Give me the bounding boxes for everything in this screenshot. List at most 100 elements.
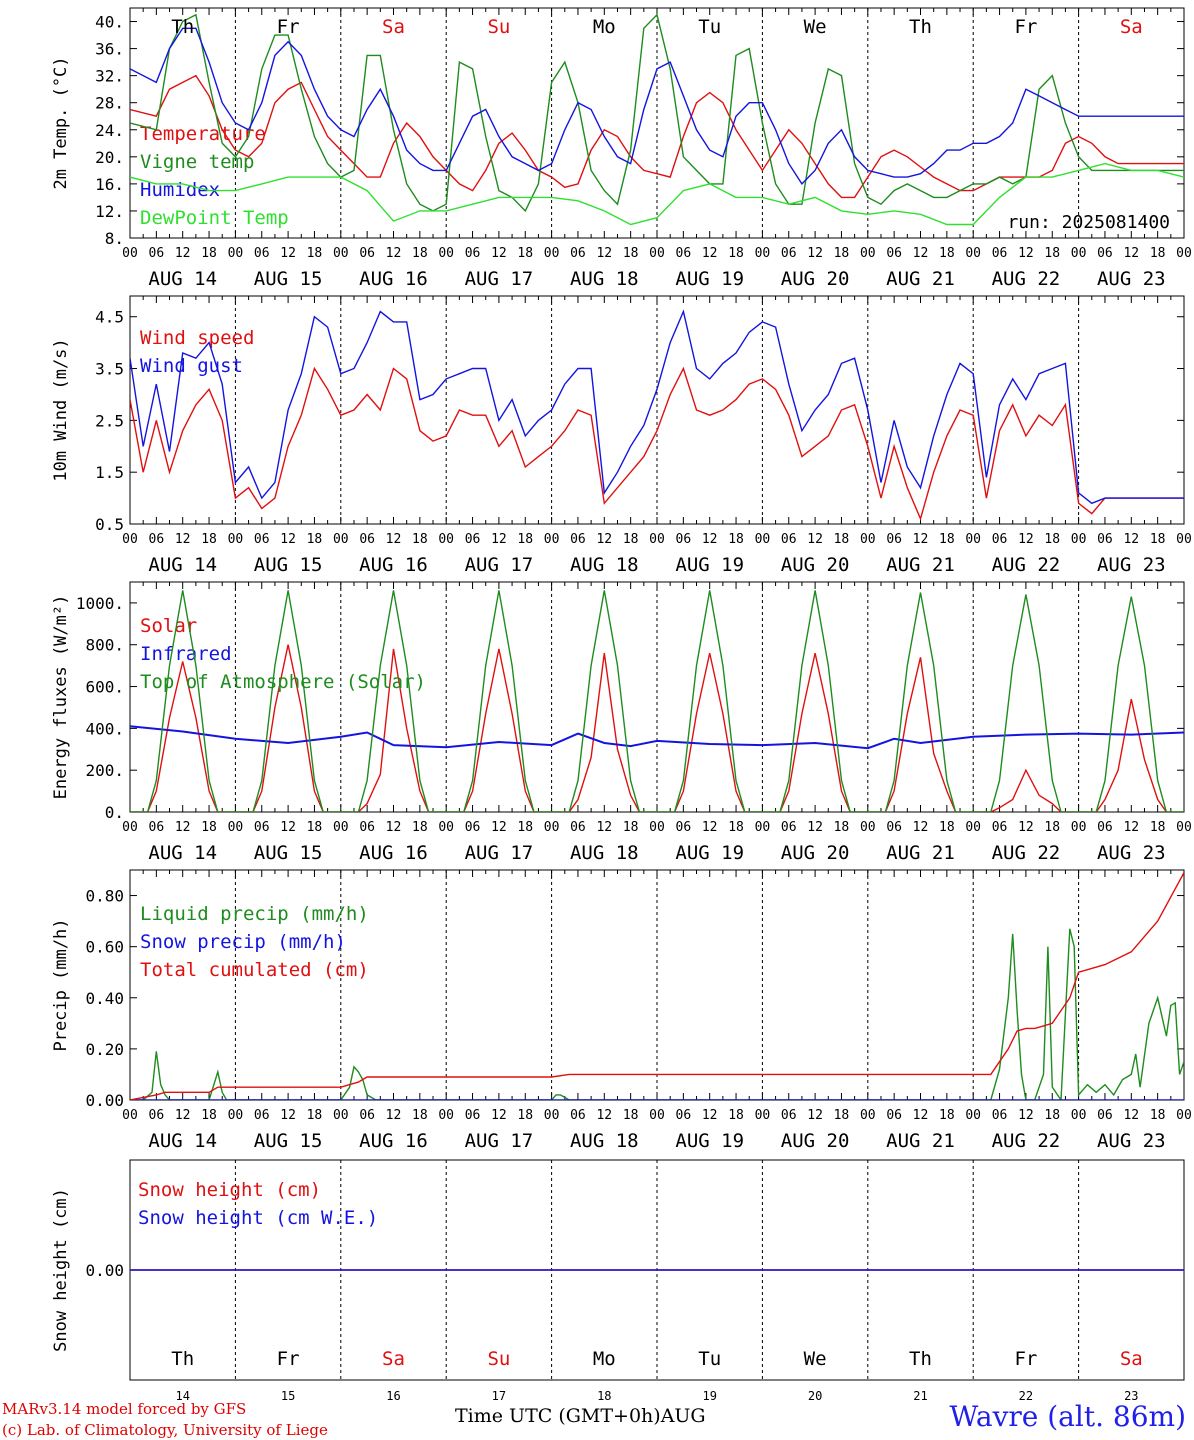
hour-label: 00 [1071, 820, 1087, 835]
hour-label: 12 [913, 532, 929, 547]
day-abbr-label: Tu [698, 1348, 721, 1370]
series-line-temperature [130, 74, 1184, 199]
date-label: AUG 23 [1097, 1130, 1166, 1152]
hour-label: 00 [438, 1108, 454, 1123]
day-number-label: 20 [808, 1389, 822, 1403]
hour-label: 18 [728, 246, 744, 261]
date-label: AUG 16 [359, 268, 428, 290]
date-label: AUG 14 [148, 554, 217, 576]
hour-label: 12 [596, 246, 612, 261]
date-label: AUG 21 [886, 842, 955, 864]
hour-label: 06 [570, 820, 586, 835]
day-abbr-label: Sa [1120, 1348, 1143, 1370]
hour-label: 12 [491, 1108, 507, 1123]
y-tick-label: 24. [95, 121, 124, 140]
y-axis-title: Precip (mm/h) [51, 918, 71, 1051]
hour-label: 00 [755, 246, 771, 261]
date-label: AUG 22 [992, 554, 1061, 576]
day-number-label: 16 [386, 1389, 400, 1403]
hour-label: 18 [728, 532, 744, 547]
day-number-label: 19 [702, 1389, 716, 1403]
y-tick-label: 1000. [76, 594, 124, 613]
date-label: AUG 19 [675, 1130, 744, 1152]
hour-label: 00 [755, 820, 771, 835]
hour-label: 12 [491, 532, 507, 547]
date-label: AUG 20 [781, 842, 850, 864]
hour-label: 00 [1176, 1108, 1192, 1123]
hour-label: 06 [359, 820, 375, 835]
hour-label: 12 [702, 532, 718, 547]
legend-entry: Wind speed [140, 327, 254, 349]
hour-label: 18 [623, 820, 639, 835]
hour-label: 18 [517, 246, 533, 261]
hour-label: 12 [1018, 246, 1034, 261]
y-tick-label: 0.00 [85, 1261, 124, 1280]
date-label: AUG 18 [570, 554, 639, 576]
y-tick-label: 40. [95, 13, 124, 32]
date-label: AUG 19 [675, 554, 744, 576]
hour-label: 12 [702, 246, 718, 261]
hour-label: 06 [781, 532, 797, 547]
hour-label: 06 [992, 820, 1008, 835]
hour-label: 00 [1071, 532, 1087, 547]
hour-label: 12 [596, 820, 612, 835]
hour-label: 06 [570, 246, 586, 261]
day-abbr-label: Sa [1120, 16, 1143, 38]
hour-label: 12 [386, 820, 402, 835]
hour-label: 00 [544, 246, 560, 261]
hour-label: 00 [122, 1108, 138, 1123]
legend-entry: Liquid precip (mm/h) [140, 903, 369, 925]
hour-label: 06 [676, 820, 692, 835]
series-line-humidex [130, 27, 1184, 186]
hour-label: 06 [465, 532, 481, 547]
hour-label: 12 [280, 532, 296, 547]
y-axis-title: 2m Temp. (°C) [51, 56, 71, 189]
hour-label: 00 [544, 820, 560, 835]
hour-label: 06 [359, 1108, 375, 1123]
day-abbr-label: Sa [382, 1348, 405, 1370]
model-credit: MARv3.14 model forced by GFS [2, 1400, 247, 1418]
date-label: AUG 23 [1097, 842, 1166, 864]
time-axis-label: Time UTC (GMT+0h)AUG [455, 1405, 706, 1427]
hour-label: 06 [149, 1108, 165, 1123]
run-label: run: 2025081400 [1007, 212, 1170, 233]
y-tick-label: 800. [85, 636, 124, 655]
date-label: AUG 22 [992, 842, 1061, 864]
series-line-solar [130, 644, 1184, 812]
day-number-label: 21 [913, 1389, 927, 1403]
hour-label: 12 [175, 532, 191, 547]
hour-label: 06 [359, 532, 375, 547]
day-number-label: 17 [492, 1389, 506, 1403]
hour-label: 00 [333, 532, 349, 547]
date-label: AUG 16 [359, 842, 428, 864]
hour-label: 18 [728, 1108, 744, 1123]
hour-label: 18 [1150, 820, 1166, 835]
hour-label: 12 [1018, 1108, 1034, 1123]
hour-label: 18 [201, 820, 217, 835]
hour-label: 18 [1150, 532, 1166, 547]
hour-label: 18 [623, 246, 639, 261]
hour-label: 18 [307, 820, 323, 835]
legend-entry: Snow height (cm) [138, 1179, 321, 1201]
date-label: AUG 20 [781, 554, 850, 576]
hour-label: 06 [465, 246, 481, 261]
panel-3: 0. 200. 400. 600. 800. 1000. Energy fluxes (W/… [51, 581, 1192, 864]
date-label: AUG 20 [781, 1130, 850, 1152]
hour-label: 00 [860, 1108, 876, 1123]
hour-label: 12 [175, 820, 191, 835]
hour-label: 12 [913, 246, 929, 261]
hour-label: 18 [939, 820, 955, 835]
y-tick-label: 20. [95, 148, 124, 167]
date-label: AUG 17 [465, 268, 534, 290]
lab-credit: (c) Lab. of Climatology, University of L… [2, 1421, 328, 1439]
date-label: AUG 17 [465, 1130, 534, 1152]
date-label: AUG 23 [1097, 268, 1166, 290]
hour-label: 12 [491, 246, 507, 261]
legend-entry: Snow height (cm W.E.) [138, 1207, 378, 1229]
day-abbr-label: Fr [1014, 1348, 1037, 1370]
panel-1: 8. 12. 16. 20. 24. 28. 32. 36. 40. 2m Temp. (°C) T… [51, 7, 1192, 290]
hour-label: 18 [201, 246, 217, 261]
hour-label: 06 [781, 820, 797, 835]
legend-entry: Vigne temp [140, 151, 254, 173]
